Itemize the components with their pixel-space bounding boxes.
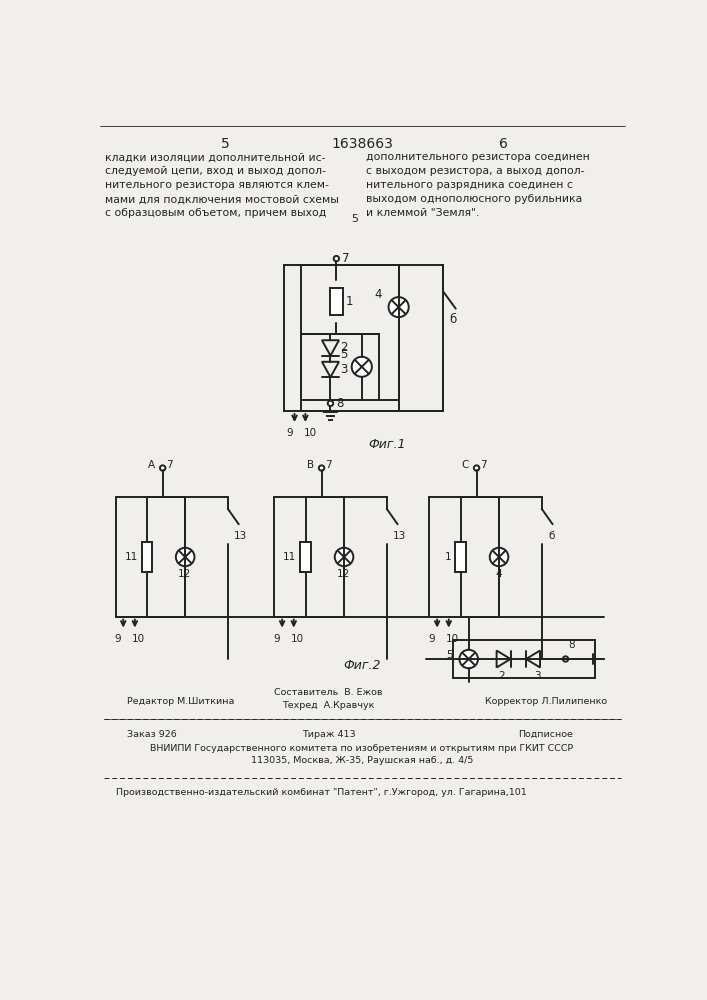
Text: 3: 3 (341, 363, 348, 376)
Text: кладки изоляции дополнительной ис-
следуемой цепи, вход и выход допол-
нительног: кладки изоляции дополнительной ис- следу… (105, 152, 339, 218)
Circle shape (319, 465, 325, 471)
Text: 6: 6 (498, 137, 508, 151)
Text: 5: 5 (447, 650, 453, 660)
Text: 11: 11 (284, 552, 296, 562)
Circle shape (160, 465, 165, 471)
Text: 5: 5 (351, 214, 358, 224)
Bar (300, 542, 311, 572)
Bar (330, 288, 343, 315)
Text: 10: 10 (291, 634, 304, 644)
Text: B: B (307, 460, 314, 470)
Text: 7: 7 (481, 460, 487, 470)
Text: 13: 13 (393, 531, 407, 541)
Text: Корректор Л.Пилипенко: Корректор Л.Пилипенко (484, 698, 607, 706)
Circle shape (490, 548, 508, 566)
Circle shape (474, 465, 479, 471)
Text: 9: 9 (286, 428, 293, 438)
Text: 8: 8 (337, 397, 344, 410)
Circle shape (328, 401, 333, 406)
Text: 10: 10 (132, 634, 146, 644)
Circle shape (334, 548, 354, 566)
Circle shape (389, 297, 409, 317)
Text: ВНИИПИ Государственного комитета по изобретениям и открытиям при ГКИТ СССР
11303: ВНИИПИ Государственного комитета по изоб… (151, 744, 573, 765)
Text: 3: 3 (534, 671, 541, 681)
Bar (284, 265, 443, 411)
Text: 2: 2 (341, 341, 348, 354)
Circle shape (176, 548, 194, 566)
Text: 10: 10 (446, 634, 459, 644)
Bar (300, 334, 379, 400)
Text: 7: 7 (167, 460, 173, 470)
Circle shape (563, 656, 568, 662)
Text: Производственно-издательский комбинат "Патент", г.Ужгород, ул. Гагарина,101: Производственно-издательский комбинат "П… (115, 788, 526, 797)
Text: 1: 1 (445, 552, 452, 562)
Text: A: A (148, 460, 155, 470)
Text: 4: 4 (374, 288, 382, 301)
Text: 12: 12 (177, 569, 191, 579)
Circle shape (460, 650, 478, 668)
Text: 5: 5 (341, 348, 348, 361)
Text: дополнительного резистора соединен
с выходом резистора, а выход допол-
нительног: дополнительного резистора соединен с вых… (366, 152, 590, 218)
Text: Фиг.1: Фиг.1 (368, 438, 406, 451)
Text: Фиг.2: Фиг.2 (343, 659, 380, 672)
Circle shape (351, 357, 372, 377)
Text: 8: 8 (568, 640, 575, 650)
Text: 12: 12 (337, 569, 350, 579)
Text: 1: 1 (346, 295, 354, 308)
Text: Тираж 413: Тираж 413 (302, 730, 356, 739)
Text: C: C (462, 460, 469, 470)
Circle shape (334, 256, 339, 261)
Text: 7: 7 (325, 460, 332, 470)
Bar (455, 542, 466, 572)
Bar (141, 542, 153, 572)
Text: 10: 10 (303, 428, 317, 438)
Text: Подписное: Подписное (518, 730, 573, 739)
Text: 13: 13 (234, 531, 247, 541)
Text: 9: 9 (115, 634, 121, 644)
Bar (453, 640, 595, 678)
Text: б: б (548, 531, 554, 541)
Text: 4: 4 (495, 569, 501, 579)
Text: б: б (450, 313, 457, 326)
Text: Составитель  В. Ежов
Техред  А.Кравчук: Составитель В. Ежов Техред А.Кравчук (274, 688, 383, 710)
Text: Редактор М.Шиткина: Редактор М.Шиткина (127, 698, 235, 706)
Text: 2: 2 (498, 671, 506, 681)
Text: 9: 9 (274, 634, 280, 644)
Text: 7: 7 (341, 252, 349, 265)
Text: 11: 11 (124, 552, 138, 562)
Text: Заказ 926: Заказ 926 (127, 730, 177, 739)
Text: 5: 5 (221, 137, 230, 151)
Text: 9: 9 (428, 634, 435, 644)
Text: 1638663: 1638663 (331, 137, 393, 151)
